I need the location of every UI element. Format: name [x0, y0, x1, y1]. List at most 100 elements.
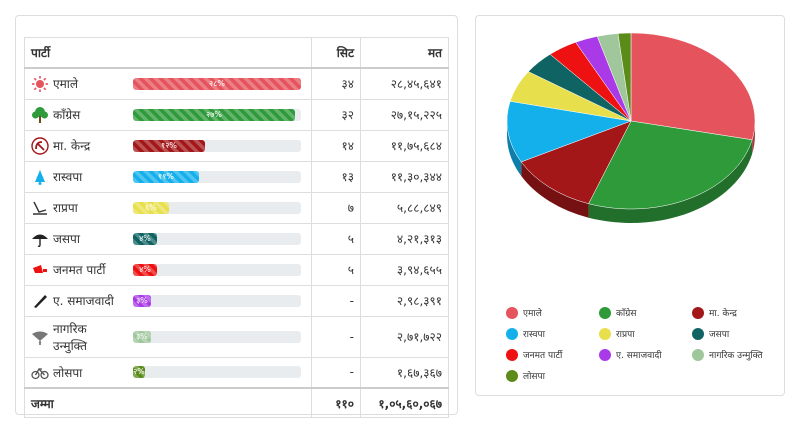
party-name: जसपा — [53, 232, 80, 246]
party-cell: जसपा — [24, 222, 127, 255]
progress-cell: ४% — [127, 222, 312, 255]
pie-slice[interactable] — [520, 120, 632, 204]
party-cell: जनमत पार्टी — [24, 253, 127, 286]
vote-share-bar: ४% — [133, 232, 301, 245]
progress-cell: ११% — [127, 160, 312, 193]
vote-share-fill: ३% — [133, 330, 151, 343]
votes-cell: १,६७,३६७ — [360, 356, 449, 389]
party-cell: काँग्रेस — [24, 98, 127, 131]
legend-swatch — [692, 348, 704, 361]
party-cell: रास्वपा — [24, 160, 127, 193]
votes-cell: २,७१,७२२ — [360, 315, 449, 358]
votes-cell: २८,४५,६४१ — [360, 67, 449, 100]
bicycle-icon — [31, 363, 49, 381]
pie-chart — [506, 32, 756, 223]
seats-cell: - — [311, 284, 361, 317]
party-name: रास्वपा — [53, 170, 83, 184]
party-name: राप्रपा — [53, 201, 78, 215]
vote-share-fill: ११% — [133, 170, 199, 183]
vote-share-fill: २८% — [133, 77, 301, 90]
megaphone-icon — [31, 261, 49, 279]
votes-cell: २,९८,३९१ — [360, 284, 449, 317]
legend-swatch — [692, 306, 704, 319]
legend-item[interactable]: जनमत पार्टी — [506, 348, 562, 361]
table-row: नागरिक उन्मुक्ति ३% -२,७१,७२२ — [24, 315, 449, 358]
vote-share-fill: ४% — [133, 263, 157, 276]
vote-share-bar: १२% — [133, 139, 301, 152]
legend-item[interactable]: एमाले — [506, 306, 542, 319]
vote-share-fill: २७% — [133, 108, 295, 121]
legend-item[interactable]: मा. केन्द्र — [692, 306, 737, 319]
progress-cell: ३% — [127, 315, 312, 358]
legend-label: काँग्रेस — [616, 309, 637, 319]
party-cell: एमाले — [24, 67, 127, 100]
legend-item[interactable]: रास्वपा — [506, 327, 545, 340]
pie-slice[interactable] — [617, 32, 632, 122]
seats-cell: - — [311, 356, 361, 389]
total-label: जम्मा — [24, 387, 312, 418]
table-row: जनमत पार्टी ४% ५ ३,९४,६५५ — [24, 253, 449, 286]
party-name: ए. समाजवादी — [53, 294, 114, 308]
legend-swatch — [692, 327, 704, 340]
vote-share-bar: ४% — [133, 263, 301, 276]
legend-swatch — [599, 348, 611, 361]
legend-swatch — [599, 327, 611, 340]
vote-share-bar: २८% — [133, 77, 301, 90]
seats-cell: - — [311, 315, 361, 358]
vote-share-bar: ११% — [133, 170, 301, 183]
legend-item[interactable]: ए. समाजवादी — [599, 348, 662, 361]
pie-chart-card: एमाले काँग्रेस मा. केन्द्र रास्वपा राप्रपा जस… — [475, 15, 785, 396]
legend-swatch — [506, 369, 518, 382]
seats-cell: ३४ — [311, 67, 361, 100]
table-row: एमाले २८% ३४ २८,४५,६४१ — [24, 67, 449, 100]
vote-share-bar: २७% — [133, 108, 301, 121]
legend-item[interactable]: जसपा — [692, 327, 729, 340]
pie-slice-side — [507, 121, 522, 176]
party-cell: लोसपा — [24, 356, 127, 389]
table-row: लोसपा २% -१,६७,३६७ — [24, 356, 449, 389]
legend-swatch — [506, 327, 518, 340]
party-cell: राप्रपा — [24, 191, 127, 224]
party-cell: ए. समाजवादी — [24, 284, 127, 317]
vote-share-bar: ३% — [133, 330, 301, 343]
plough-icon — [31, 199, 49, 217]
pie-slice[interactable] — [630, 32, 756, 141]
pie-slice[interactable] — [506, 101, 632, 163]
vote-share-bar: ३% — [133, 294, 301, 307]
legend-item[interactable]: नागरिक उन्मुक्ति — [692, 348, 763, 361]
progress-cell: ६% — [127, 191, 312, 224]
table-row: जसपा ४% ५ ४,२१,३१३ — [24, 222, 449, 255]
vote-share-fill: १२% — [133, 139, 205, 152]
legend-label: ए. समाजवादी — [616, 351, 662, 361]
table-header-row: पार्टी सिट मत — [24, 37, 449, 69]
votes-cell: ५,८८,८४९ — [360, 191, 449, 224]
seats-cell: १४ — [311, 129, 361, 162]
vote-share-bar: ६% — [133, 201, 301, 214]
total-seats: ११० — [311, 387, 361, 418]
table-row: राप्रपा ६% ७ ५,८८,८४९ — [24, 191, 449, 224]
vote-share-fill: २% — [133, 366, 145, 379]
progress-cell: ४% — [127, 253, 312, 286]
progress-cell: २८% — [127, 67, 312, 100]
legend-label: एमाले — [523, 309, 542, 319]
progress-cell: १२% — [127, 129, 312, 162]
votes-cell: ११,७५,६८४ — [360, 129, 449, 162]
seats-cell: ५ — [311, 222, 361, 255]
legend-item[interactable]: काँग्रेस — [599, 306, 636, 319]
fan-icon — [31, 328, 49, 346]
progress-cell: ३% — [127, 284, 312, 317]
party-name: एमाले — [53, 77, 79, 92]
legend-label: जसपा — [709, 330, 730, 340]
legend-label: राप्रपा — [616, 330, 635, 340]
party-name: लोसपा — [53, 365, 83, 380]
table-row: ए. समाजवादी ३% -२,९८,३९१ — [24, 284, 449, 317]
seats-cell: ३२ — [311, 98, 361, 131]
legend-swatch — [599, 306, 611, 319]
legend-swatch — [506, 348, 518, 361]
legend-item[interactable]: राप्रपा — [599, 327, 635, 340]
legend-label: मा. केन्द्र — [709, 309, 737, 319]
pie-slice[interactable] — [588, 120, 753, 210]
party-name: काँग्रेस — [53, 108, 81, 122]
legend-item[interactable]: लोसपा — [506, 369, 545, 382]
party-name: जनमत पार्टी — [53, 263, 106, 277]
